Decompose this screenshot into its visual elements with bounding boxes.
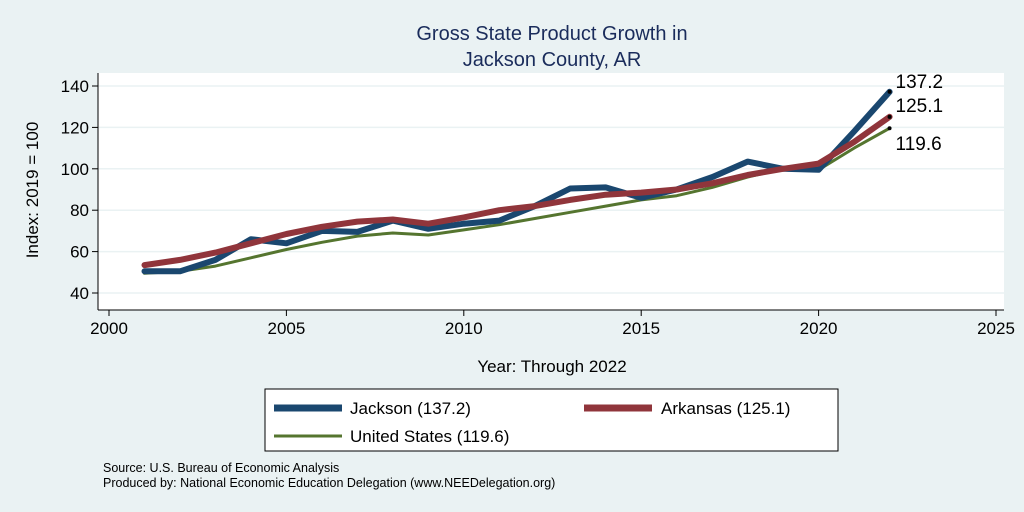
y-tick-label-80: 80 — [70, 201, 89, 220]
legend-label-jackson: Jackson (137.2) — [350, 399, 471, 418]
y-tick-label-40: 40 — [70, 284, 89, 303]
y-tick-label-60: 60 — [70, 243, 89, 262]
legend-box — [264, 388, 839, 452]
x-tick-label-2010: 2010 — [445, 319, 483, 338]
plot-background — [98, 73, 1004, 310]
series-lines — [141, 88, 893, 275]
x-tick-label-2015: 2015 — [622, 319, 660, 338]
axes: 40 60 80 100 120 140 2000 2005 2010 2015 2020 2025 — [61, 73, 1015, 338]
grid — [98, 85, 1004, 294]
legend: Jackson (137.2) Arkansas (125.1) United … — [264, 388, 839, 452]
end-marker-jackson — [887, 89, 892, 94]
end-label-united-states: 119.6 — [896, 134, 942, 155]
x-tick-label-2020: 2020 — [800, 319, 838, 338]
legend-label-arkansas: Arkansas (125.1) — [661, 399, 790, 418]
chart-title-line-2: Jackson County, AR — [463, 49, 642, 71]
end-label-jackson: 137.2 — [896, 72, 944, 93]
y-tick-label-120: 120 — [61, 118, 89, 137]
y-tick-label-140: 140 — [61, 77, 89, 96]
end-labels: 137.2 125.1 119.6 — [887, 72, 944, 155]
producer-note: Produced by: National Economic Education… — [103, 476, 555, 490]
x-axis-title: Year: Through 2022 — [477, 357, 626, 376]
chart-title-line-1: Gross State Product Growth in — [416, 23, 687, 45]
end-marker-united-states — [887, 126, 892, 131]
y-axis-title: Index: 2019 = 100 — [23, 122, 42, 259]
line-arkansas — [141, 113, 893, 269]
source-note: Source: U.S. Bureau of Economic Analysis — [103, 461, 339, 475]
legend-label-united-states: United States (119.6) — [350, 427, 509, 446]
x-tick-label-2000: 2000 — [90, 319, 128, 338]
y-tick-label-100: 100 — [61, 160, 89, 179]
end-label-arkansas: 125.1 — [896, 96, 944, 117]
end-marker-arkansas — [887, 114, 892, 119]
x-tick-label-2005: 2005 — [267, 319, 305, 338]
x-tick-label-2025: 2025 — [977, 319, 1015, 338]
